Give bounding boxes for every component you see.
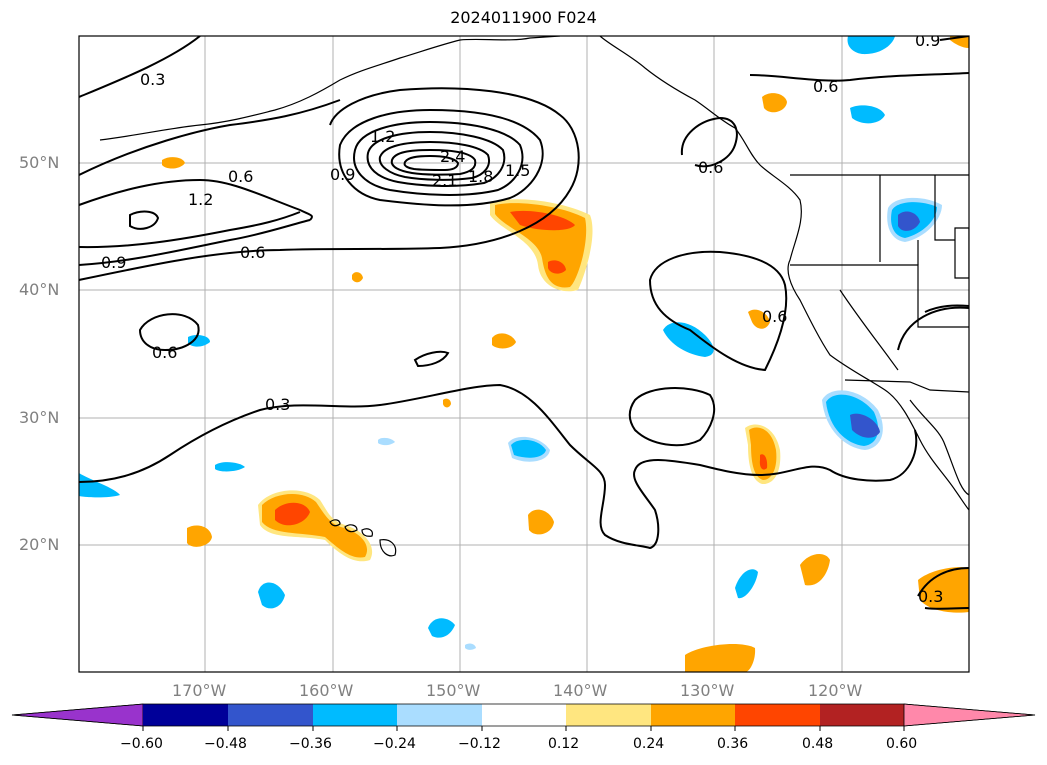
lon-label: 130°W (680, 681, 735, 700)
negative-anomaly-patch (215, 462, 245, 472)
colorbar-tick-label: 0.24 (633, 736, 665, 752)
map-title: 2024011900 F024 (450, 8, 597, 27)
colorbar (11, 703, 1036, 731)
contour-label: 1.2 (370, 127, 395, 146)
contour-label: 0.3 (265, 395, 290, 414)
colorbar-tick-label: 0.48 (802, 736, 834, 752)
colorbar-tick-label: 0.12 (548, 736, 580, 752)
colorbar-tick-label: −0.36 (289, 736, 332, 752)
map-frame (78, 35, 970, 673)
colorbar-tick-label: −0.12 (458, 736, 501, 752)
lat-label: 40°N (19, 280, 60, 299)
negative-anomaly-patch (850, 105, 885, 124)
contour-label: 0.6 (152, 343, 177, 362)
positive-anomaly-patch (510, 210, 575, 231)
negative-anomaly-patch (663, 322, 714, 357)
negative-anomaly-patch (511, 439, 546, 458)
contour-label: 1.5 (505, 161, 530, 180)
contour-label: 2.1 (432, 171, 457, 190)
negative-anomaly-patch (79, 473, 120, 498)
coastlines (99, 36, 969, 511)
colorbar-segment (820, 704, 904, 726)
positive-anomaly-patch (685, 644, 756, 672)
negative-anomaly-patch (428, 618, 455, 638)
positive-anomaly-patch (162, 157, 185, 169)
colorbar-tick-label: 0.60 (886, 736, 918, 752)
colorbar-segment (397, 704, 482, 726)
colorbar-tick-label: −0.24 (373, 736, 416, 752)
positive-anomaly-patch (749, 427, 777, 480)
colorbar-segment (566, 704, 651, 726)
contour-label: 2.4 (440, 147, 465, 166)
contour-label: 0.6 (698, 158, 723, 177)
positive-anomaly-patch (187, 525, 212, 547)
positive-anomaly-patch (950, 36, 969, 48)
positive-anomaly-patch (759, 454, 768, 470)
negative-anomaly-patch (847, 36, 895, 55)
contour-label: 0.9 (101, 253, 126, 272)
contour-lines (79, 36, 969, 610)
lat-label: 20°N (19, 535, 60, 554)
contour-label: 1.2 (188, 190, 213, 209)
positive-anomaly-patch (748, 309, 770, 329)
contour-label: 0.6 (240, 243, 265, 262)
negative-anomaly-patch (188, 334, 210, 347)
negative-anomaly-patch (258, 582, 285, 609)
contour-label: 0.3 (918, 587, 943, 606)
positive-anomaly-patch (443, 398, 451, 408)
contour-label: 0.9 (915, 31, 940, 50)
contour-label-group: 0.3 0.6 1.2 0.9 0.6 0.9 1.2 2.4 2.1 1.8 … (101, 31, 943, 606)
negative-anomaly-patch (378, 437, 395, 446)
colorbar-segment (143, 704, 228, 726)
colorbar-segment (482, 704, 566, 726)
contour-label: 0.9 (330, 165, 355, 184)
colorbar-segment (735, 704, 820, 726)
lon-label: 120°W (808, 681, 863, 700)
gridlines (79, 36, 969, 672)
negative-anomaly-patch (735, 569, 758, 599)
negative-anomaly-patch (850, 413, 880, 438)
lat-label: 30°N (19, 408, 60, 427)
colorbar-segment (651, 704, 735, 726)
positive-anomaly-patch (352, 272, 363, 283)
positive-anomaly-patch (762, 93, 787, 113)
positive-anomaly-patch (275, 502, 310, 526)
contour-label: 0.6 (228, 167, 253, 186)
hawaii-islands (329, 519, 397, 557)
positive-anomaly-patch (800, 553, 830, 586)
contour-label: 0.6 (813, 77, 838, 96)
lon-label: 150°W (426, 681, 481, 700)
contour-label: 0.3 (140, 70, 165, 89)
colorbar-segment (228, 704, 313, 726)
negative-anomaly-patch (465, 643, 476, 650)
colorbar-extend-high (903, 703, 1036, 727)
positive-anomaly-patch (918, 567, 969, 613)
colorbar-tick-label: −0.48 (204, 736, 247, 752)
positive-anomaly-patch (548, 260, 566, 274)
colorbar-segment (313, 704, 397, 726)
contour-label: 1.8 (468, 167, 493, 186)
colorbar-tick-label: −0.60 (120, 736, 163, 752)
lon-label: 160°W (299, 681, 354, 700)
negative-anomaly-patch (898, 211, 920, 231)
colorbar-extend-low (11, 703, 144, 727)
positive-anomaly-patch (492, 333, 516, 349)
lon-label: 140°W (553, 681, 608, 700)
colorbar-tick-label: 0.36 (717, 736, 749, 752)
contour-label: 0.6 (762, 307, 787, 326)
positive-anomaly-patch (262, 494, 368, 558)
lon-label: 170°W (172, 681, 227, 700)
anomaly-fills (79, 36, 969, 672)
positive-anomaly-patch (528, 509, 554, 535)
lat-label: 50°N (19, 153, 60, 172)
